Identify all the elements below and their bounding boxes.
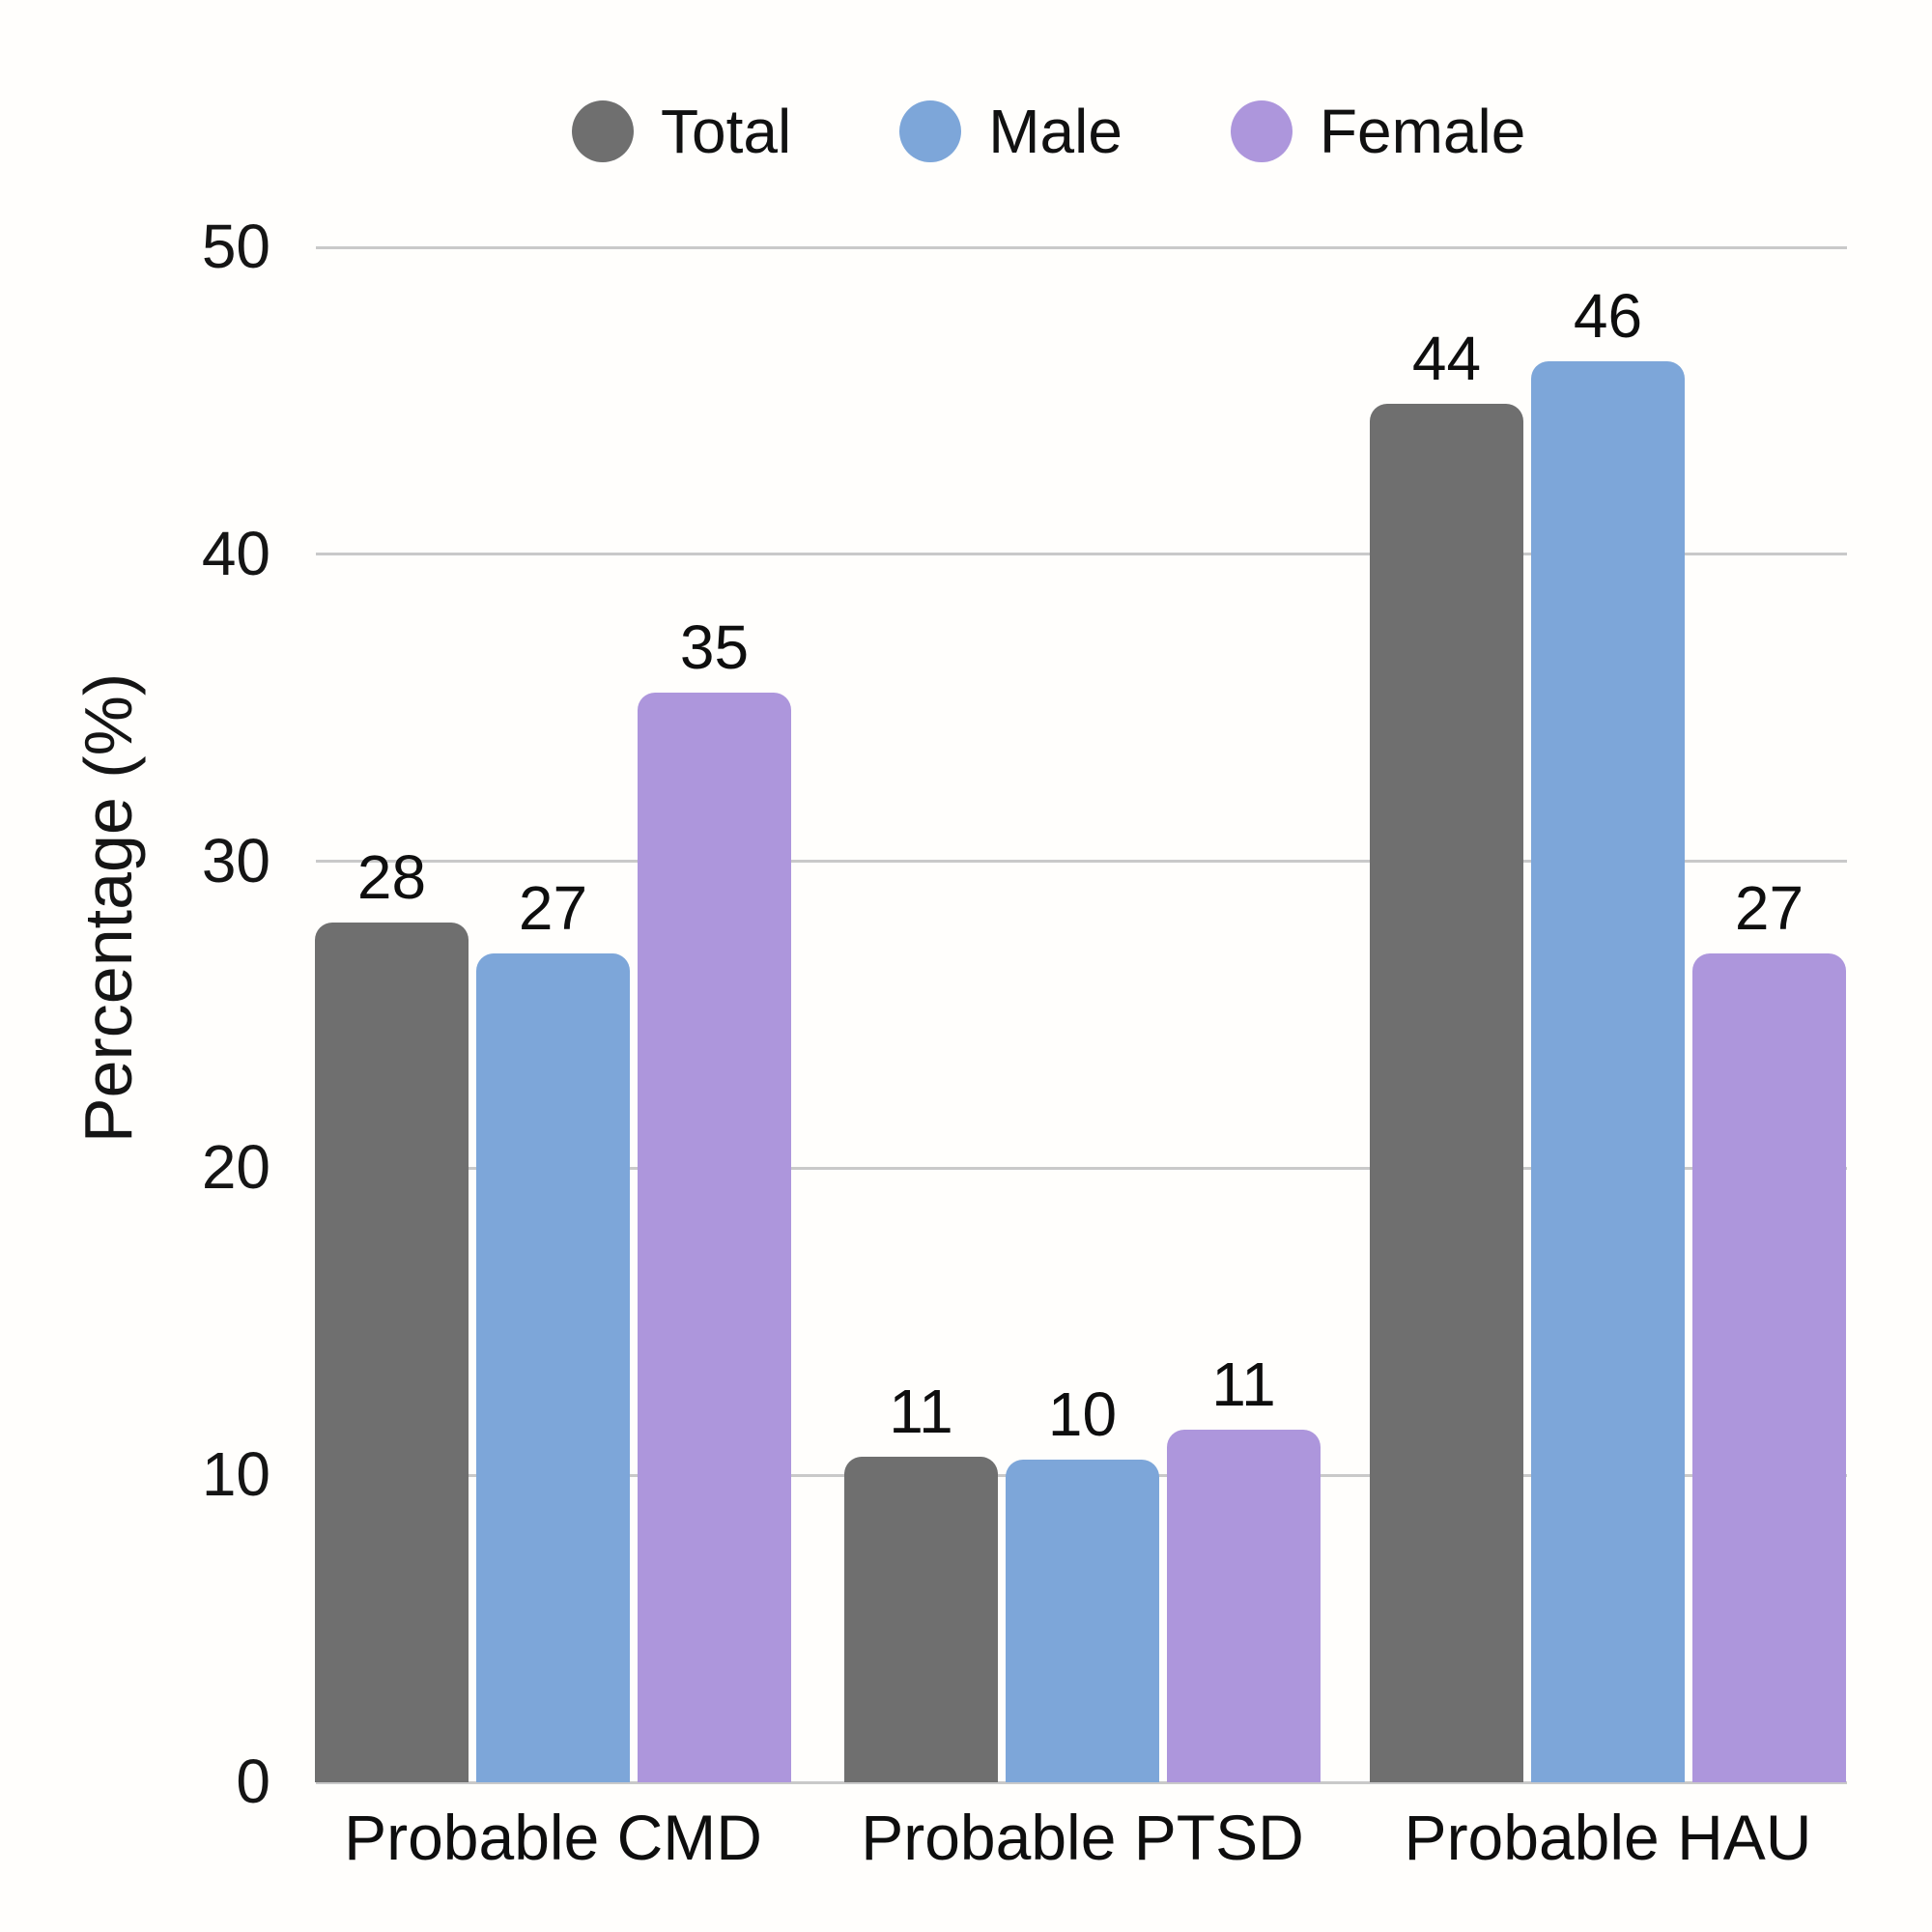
- legend-label-total: Total: [661, 97, 792, 166]
- gridline-30: [316, 860, 1847, 864]
- y-tick-label-20: 20: [201, 1132, 270, 1203]
- y-tick-label-0: 0: [236, 1747, 270, 1816]
- legend: Total Male Female: [572, 100, 1525, 162]
- legend-item-male: Male: [899, 100, 1122, 162]
- y-tick-label-30: 30: [201, 825, 270, 895]
- gridline-0: [316, 1780, 1847, 1784]
- bar-value-label: 28: [356, 842, 427, 913]
- y-tick-label-40: 40: [201, 518, 270, 588]
- gridline-20: [316, 1166, 1847, 1170]
- legend-swatch-total-icon: [572, 100, 634, 162]
- legend-item-female: Female: [1230, 97, 1526, 166]
- bar-male-2: [1006, 1460, 1159, 1782]
- bar-total-2: [844, 1457, 998, 1782]
- bar-total-3: [1370, 404, 1523, 1782]
- bar-value-label: 11: [889, 1377, 953, 1447]
- bar-value-label: 11: [1211, 1349, 1276, 1419]
- legend-label-female: Female: [1319, 97, 1526, 166]
- bar-female-2: [1167, 1429, 1321, 1782]
- legend-swatch-male-icon: [899, 100, 962, 162]
- x-category-label-3: Probable HAU: [1404, 1802, 1812, 1873]
- bar-value-label: 10: [1047, 1379, 1118, 1450]
- bar-female-3: [1692, 952, 1846, 1782]
- bar-value-label: 35: [679, 611, 750, 682]
- legend-swatch-female-icon: [1230, 100, 1293, 162]
- bar-value-label: 44: [1411, 324, 1482, 394]
- gridline-50: [316, 245, 1847, 249]
- y-axis-title: Percentage (%): [71, 672, 146, 1144]
- bar-female-1: [638, 692, 791, 1782]
- x-category-label-1: Probable CMD: [344, 1802, 762, 1873]
- y-tick-label-50: 50: [201, 212, 270, 281]
- bar-male-3: [1531, 360, 1685, 1782]
- legend-item-total: Total: [572, 100, 791, 162]
- x-category-label-2: Probable PTSD: [861, 1802, 1304, 1873]
- bar-value-label: 27: [518, 872, 588, 943]
- bar-value-label: 27: [1734, 872, 1804, 943]
- legend-label-male: Male: [988, 97, 1122, 166]
- bar-male-1: [476, 952, 630, 1782]
- bar-value-label: 46: [1573, 280, 1643, 351]
- gridline-40: [316, 553, 1847, 556]
- y-tick-label-10: 10: [201, 1439, 270, 1510]
- bar-total-1: [315, 923, 469, 1782]
